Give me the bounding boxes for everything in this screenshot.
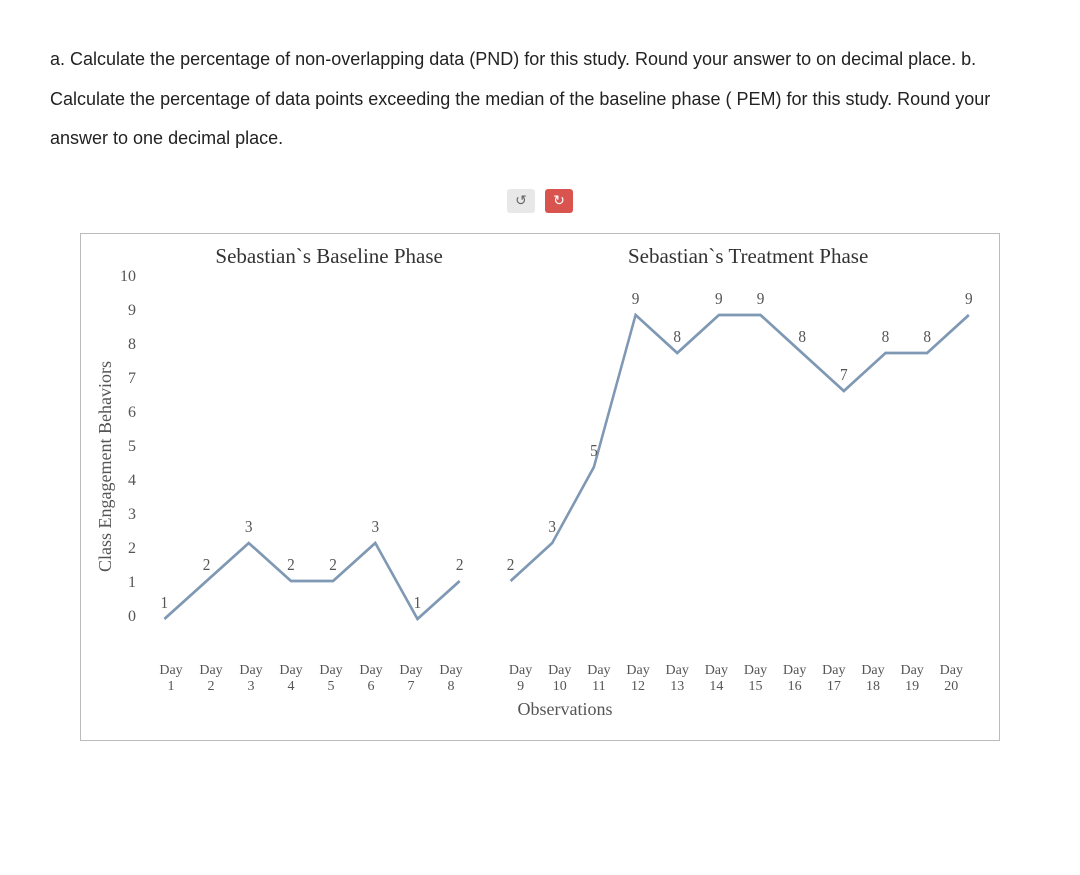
treatment-point-label: 3	[548, 518, 556, 536]
baseline-point-label: 2	[203, 556, 211, 574]
chart-titles: Sebastian`s Baseline Phase Sebastian`s T…	[91, 244, 979, 269]
treatment-point-label: 8	[798, 328, 806, 346]
treatment-point-label: 9	[757, 290, 765, 308]
y-axis-label: Class Engagement Behaviors	[91, 277, 120, 657]
x-tick: Day19	[893, 663, 932, 695]
redo-button[interactable]: ↻	[545, 189, 573, 213]
baseline-point-label: 1	[161, 594, 169, 612]
chart-frame: Sebastian`s Baseline Phase Sebastian`s T…	[80, 233, 1000, 741]
x-tick: Day6	[351, 663, 391, 695]
baseline-point-label: 2	[329, 556, 337, 574]
treatment-point-label: 9	[715, 290, 723, 308]
x-tick: Day15	[736, 663, 775, 695]
treatment-point-label: 8	[882, 328, 890, 346]
chart-svg-wrap: 1 2 3 2 2 3 1 2 2 3 5 9 8 9 9 8 7 8 8 9	[144, 277, 979, 657]
toolbar: ↺ ↻	[50, 189, 1030, 213]
x-tick: Day12	[618, 663, 657, 695]
x-tick: Day16	[775, 663, 814, 695]
y-axis: 109876543210	[120, 277, 144, 617]
treatment-point-label: 9	[965, 290, 973, 308]
treatment-point-label: 5	[590, 442, 598, 460]
baseline-point-label: 3	[245, 518, 253, 536]
treatment-point-label: 8	[923, 328, 931, 346]
x-tick: Day9	[501, 663, 540, 695]
treatment-title: Sebastian`s Treatment Phase	[517, 244, 979, 269]
plot-area: Class Engagement Behaviors 109876543210 …	[91, 277, 979, 657]
x-tick: Day7	[391, 663, 431, 695]
treatment-point-label: 2	[507, 556, 515, 574]
question-text: a. Calculate the percentage of non-overl…	[50, 40, 1030, 159]
x-tick: Day2	[191, 663, 231, 695]
x-tick: Day17	[814, 663, 853, 695]
baseline-point-label: 2	[287, 556, 295, 574]
baseline-point-label: 2	[456, 556, 464, 574]
x-gap	[471, 663, 501, 695]
x-tick: Day13	[658, 663, 697, 695]
x-tick: Day18	[853, 663, 892, 695]
x-tick: Day10	[540, 663, 579, 695]
treatment-point-label: 8	[673, 328, 681, 346]
treatment-line	[511, 315, 969, 581]
x-tick: Day4	[271, 663, 311, 695]
x-tick: Day5	[311, 663, 351, 695]
x-tick: Day3	[231, 663, 271, 695]
chart-svg: 1 2 3 2 2 3 1 2 2 3 5 9 8 9 9 8 7 8 8 9	[144, 277, 979, 657]
treatment-point-label: 9	[632, 290, 640, 308]
x-axis: Day1Day2Day3Day4Day5Day6Day7Day8Day9Day1…	[151, 663, 979, 695]
treatment-point-label: 7	[840, 366, 848, 384]
x-tick: Day11	[579, 663, 618, 695]
x-tick: Day1	[151, 663, 191, 695]
x-axis-label: Observations	[151, 699, 979, 720]
baseline-point-label: 3	[371, 518, 379, 536]
x-tick: Day8	[431, 663, 471, 695]
undo-button[interactable]: ↺	[507, 189, 535, 213]
x-tick: Day14	[697, 663, 736, 695]
x-tick: Day20	[932, 663, 971, 695]
baseline-title: Sebastian`s Baseline Phase	[91, 244, 517, 269]
baseline-point-label: 1	[414, 594, 422, 612]
